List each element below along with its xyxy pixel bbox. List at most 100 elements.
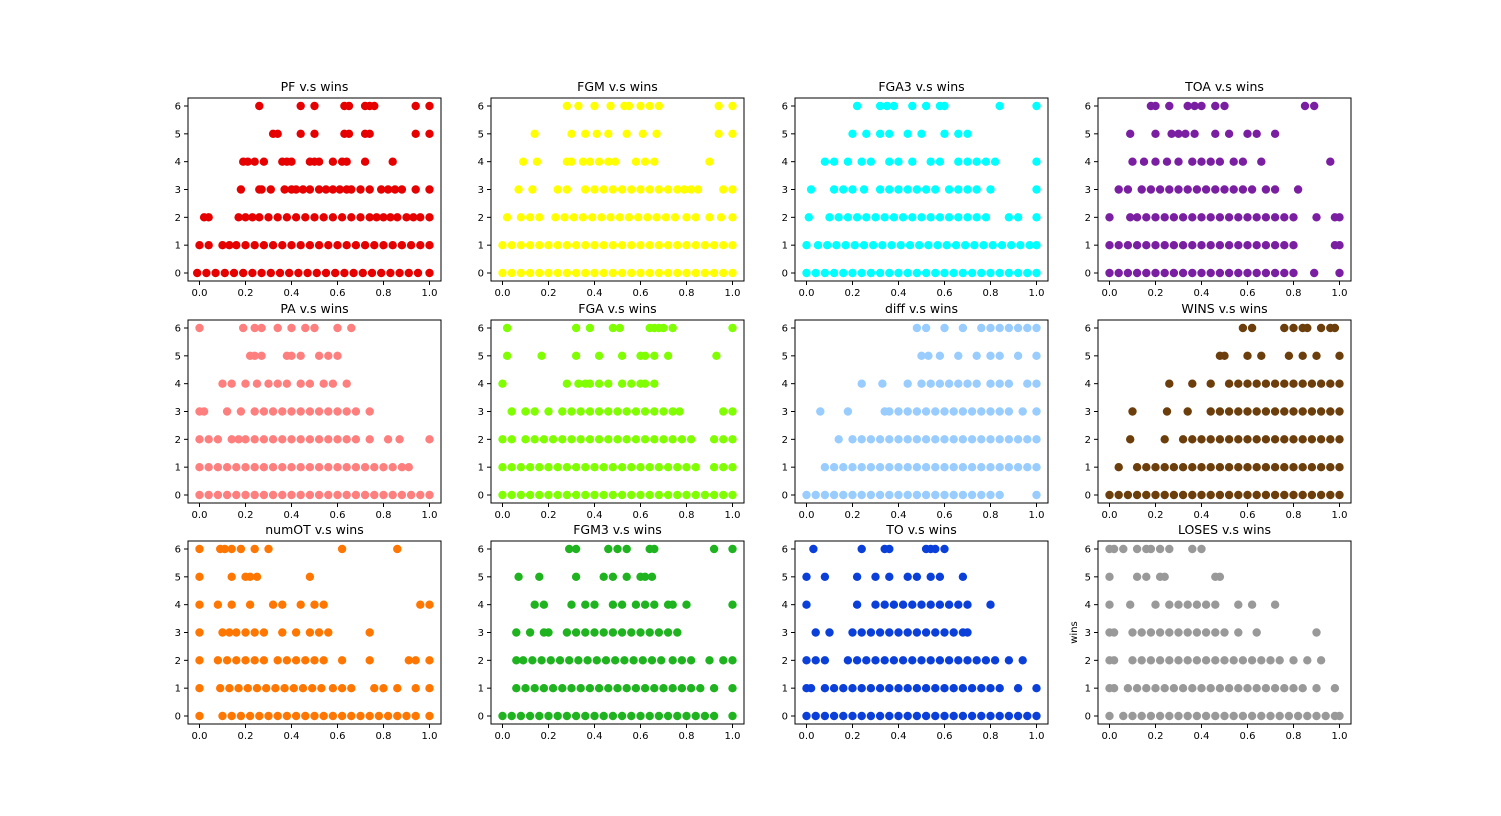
data-point xyxy=(342,407,351,416)
data-point xyxy=(1206,407,1215,416)
data-point xyxy=(234,684,243,693)
data-point xyxy=(668,323,677,333)
data-point xyxy=(903,268,912,278)
data-point xyxy=(370,241,379,250)
data-point xyxy=(894,463,903,472)
data-point xyxy=(977,268,986,278)
data-point xyxy=(1197,684,1206,693)
data-point xyxy=(1211,600,1220,609)
data-point xyxy=(926,157,935,166)
data-point xyxy=(255,711,264,721)
data-point xyxy=(728,129,737,138)
data-point xyxy=(213,490,223,500)
data-point xyxy=(921,101,931,111)
data-point xyxy=(875,490,885,500)
data-point xyxy=(301,711,310,721)
data-point xyxy=(981,213,991,222)
data-point xyxy=(1261,684,1271,693)
data-point xyxy=(617,600,627,609)
data-point xyxy=(673,241,682,250)
data-point xyxy=(590,185,599,194)
data-point xyxy=(535,463,544,472)
data-point xyxy=(1289,323,1298,333)
data-point xyxy=(645,101,654,111)
data-point xyxy=(622,544,631,554)
data-point xyxy=(977,684,986,693)
data-point xyxy=(195,241,204,250)
data-point xyxy=(1188,268,1197,278)
data-point xyxy=(1142,684,1151,693)
data-point xyxy=(516,241,526,250)
y-tick-label: 0 xyxy=(175,269,181,280)
data-points xyxy=(802,323,1041,500)
data-point xyxy=(344,129,354,138)
data-point xyxy=(351,241,361,250)
data-point xyxy=(617,463,627,472)
data-point xyxy=(820,490,830,500)
data-point xyxy=(972,379,981,388)
data-point xyxy=(525,463,535,472)
data-point xyxy=(848,185,857,194)
data-point xyxy=(1243,351,1252,360)
x-tick-label: 0.2 xyxy=(1148,731,1164,742)
data-point xyxy=(1023,463,1032,472)
data-point xyxy=(601,656,611,665)
data-point xyxy=(631,600,641,609)
x-tick-label: 0.0 xyxy=(495,731,511,742)
y-tick-label: 4 xyxy=(478,157,484,168)
data-point xyxy=(498,268,507,278)
data-point xyxy=(977,463,986,472)
x-tick-label: 0.6 xyxy=(1240,288,1256,299)
data-point xyxy=(1190,101,1199,111)
data-point xyxy=(1252,628,1261,637)
data-point xyxy=(314,185,324,194)
data-point xyxy=(659,407,668,416)
data-point xyxy=(337,656,347,665)
data-point xyxy=(848,490,857,500)
data-point xyxy=(995,490,1004,500)
data-point xyxy=(535,268,544,278)
y-tick-label: 5 xyxy=(782,351,788,362)
data-point xyxy=(305,572,315,581)
data-point xyxy=(1132,572,1142,581)
data-point xyxy=(1178,241,1188,250)
x-tick-label: 1.0 xyxy=(725,288,741,299)
data-point xyxy=(848,463,857,472)
data-point xyxy=(1252,463,1261,472)
data-point xyxy=(650,684,659,693)
y-tick-label: 1 xyxy=(478,684,484,695)
data-point xyxy=(273,656,282,665)
x-tick-label: 0.6 xyxy=(1240,731,1256,742)
data-point xyxy=(673,185,682,194)
data-point xyxy=(1215,268,1225,278)
data-point xyxy=(411,129,420,138)
data-point xyxy=(222,656,232,665)
data-point xyxy=(530,600,539,609)
data-point xyxy=(834,213,843,222)
data-point xyxy=(931,684,940,693)
data-point xyxy=(1316,435,1326,444)
data-point xyxy=(995,463,1004,472)
data-point xyxy=(222,463,232,472)
data-point xyxy=(885,407,894,416)
data-point xyxy=(650,407,659,416)
data-point xyxy=(342,463,351,472)
data-point xyxy=(912,628,922,637)
data-point xyxy=(728,544,737,554)
data-point xyxy=(686,185,696,194)
data-point xyxy=(1330,684,1340,693)
data-point xyxy=(324,463,333,472)
data-point xyxy=(917,213,926,222)
data-point xyxy=(590,101,599,111)
data-point xyxy=(1252,241,1261,250)
x-tick-label: 0.0 xyxy=(799,510,815,521)
data-point xyxy=(324,241,333,250)
y-tick-label: 5 xyxy=(782,572,788,583)
data-point xyxy=(986,407,995,416)
data-point xyxy=(241,435,250,444)
data-point xyxy=(977,435,986,444)
data-point xyxy=(562,241,572,250)
data-point xyxy=(977,323,986,333)
data-point xyxy=(319,656,328,665)
data-point xyxy=(222,490,232,500)
